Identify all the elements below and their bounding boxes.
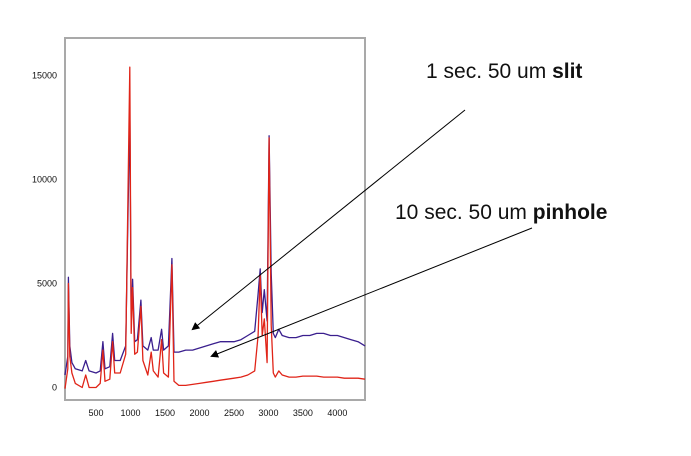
x-tick-label: 3500 bbox=[293, 408, 313, 418]
y-tick-label: 5000 bbox=[37, 278, 57, 288]
annotation-arrow-pinhole bbox=[210, 227, 533, 358]
x-tick-label: 500 bbox=[89, 408, 104, 418]
series-line-1 bbox=[64, 66, 366, 389]
y-tick-label: 0 bbox=[52, 383, 57, 393]
annotation-arrow-slit bbox=[191, 109, 466, 331]
x-axis-ticks: 500 1000 1500 2000 2500 3000 3500 4000 bbox=[89, 408, 348, 418]
annotation-pinhole: 10 sec. 50 um pinhole bbox=[395, 201, 607, 225]
x-tick-label: 2000 bbox=[189, 408, 209, 418]
x-tick-label: 1500 bbox=[155, 408, 175, 418]
x-tick-label: 3000 bbox=[258, 408, 278, 418]
annotation-slit-bold: slit bbox=[552, 60, 583, 83]
x-tick-label: 4000 bbox=[327, 408, 347, 418]
y-tick-label: 10000 bbox=[32, 174, 57, 184]
plot-frame bbox=[64, 37, 366, 401]
annotation-pinhole-bold: pinhole bbox=[532, 201, 608, 224]
y-axis-ticks: 0 5000 10000 15000 bbox=[32, 70, 57, 392]
annotation-slit-text: 1 sec. 50 um bbox=[426, 60, 553, 83]
annotation-pinhole-text: 10 sec. 50 um bbox=[395, 201, 533, 224]
x-tick-label: 1000 bbox=[121, 408, 141, 418]
series-lines bbox=[64, 66, 366, 389]
y-tick-label: 15000 bbox=[32, 70, 57, 80]
annotation-slit: 1 sec. 50 um slit bbox=[426, 60, 582, 84]
series-line-0 bbox=[64, 110, 366, 376]
x-tick-label: 2500 bbox=[224, 408, 244, 418]
